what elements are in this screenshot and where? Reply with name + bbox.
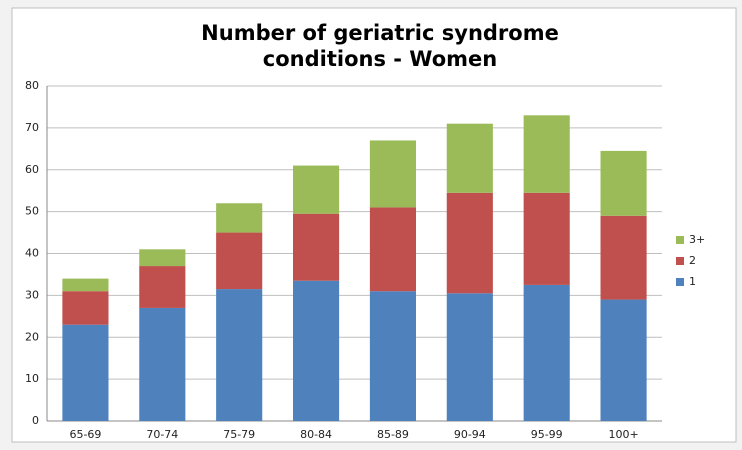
y-tick-label: 30 <box>25 288 39 301</box>
y-tick-label: 0 <box>32 414 39 427</box>
bar-segment <box>216 232 263 290</box>
bar-segment <box>446 123 493 193</box>
bar-segment <box>62 278 109 292</box>
x-tick-label: 70-74 <box>146 428 178 441</box>
y-tick-label: 40 <box>25 247 39 260</box>
bar-segment <box>600 215 647 300</box>
chart-title: conditions - Women <box>263 47 497 71</box>
x-tick-label: 80-84 <box>300 428 332 441</box>
x-tick-label: 75-79 <box>223 428 255 441</box>
bar-segment <box>62 324 109 421</box>
bar-segment <box>369 140 416 208</box>
bar-segment <box>62 291 109 325</box>
chart-title: Number of geriatric syndrome <box>201 21 559 45</box>
bar-segment <box>369 207 416 292</box>
bar-segment <box>600 299 647 421</box>
x-tick-label: 90-94 <box>454 428 486 441</box>
bar-segment <box>369 291 416 421</box>
bar-segment <box>293 165 340 214</box>
x-tick-label: 100+ <box>608 428 638 441</box>
legend-swatch <box>676 278 684 286</box>
bar-segment <box>523 284 570 421</box>
y-tick-label: 60 <box>25 163 39 176</box>
x-tick-label: 95-99 <box>531 428 563 441</box>
legend-swatch <box>676 236 684 244</box>
bar-segment <box>139 266 186 308</box>
x-tick-label: 85-89 <box>377 428 409 441</box>
y-tick-label: 80 <box>25 79 39 92</box>
bar-segment <box>216 289 263 421</box>
bar-segment <box>293 213 340 281</box>
legend-swatch <box>676 257 684 265</box>
bar-segment <box>446 293 493 421</box>
legend-label: 1 <box>689 275 696 288</box>
bar-segment <box>139 249 186 267</box>
bar-segment <box>523 115 570 193</box>
y-tick-label: 20 <box>25 330 39 343</box>
legend-label: 3+ <box>689 233 705 246</box>
bar-segment <box>293 280 340 421</box>
bar-segment <box>216 203 263 233</box>
bar-segment <box>600 150 647 216</box>
y-tick-label: 70 <box>25 121 39 134</box>
bar-segment <box>139 307 186 421</box>
y-tick-label: 50 <box>25 205 39 218</box>
x-tick-label: 65-69 <box>69 428 101 441</box>
y-tick-label: 10 <box>25 372 39 385</box>
legend-label: 2 <box>689 254 696 267</box>
bar-segment <box>523 192 570 285</box>
bar-segment <box>446 192 493 294</box>
